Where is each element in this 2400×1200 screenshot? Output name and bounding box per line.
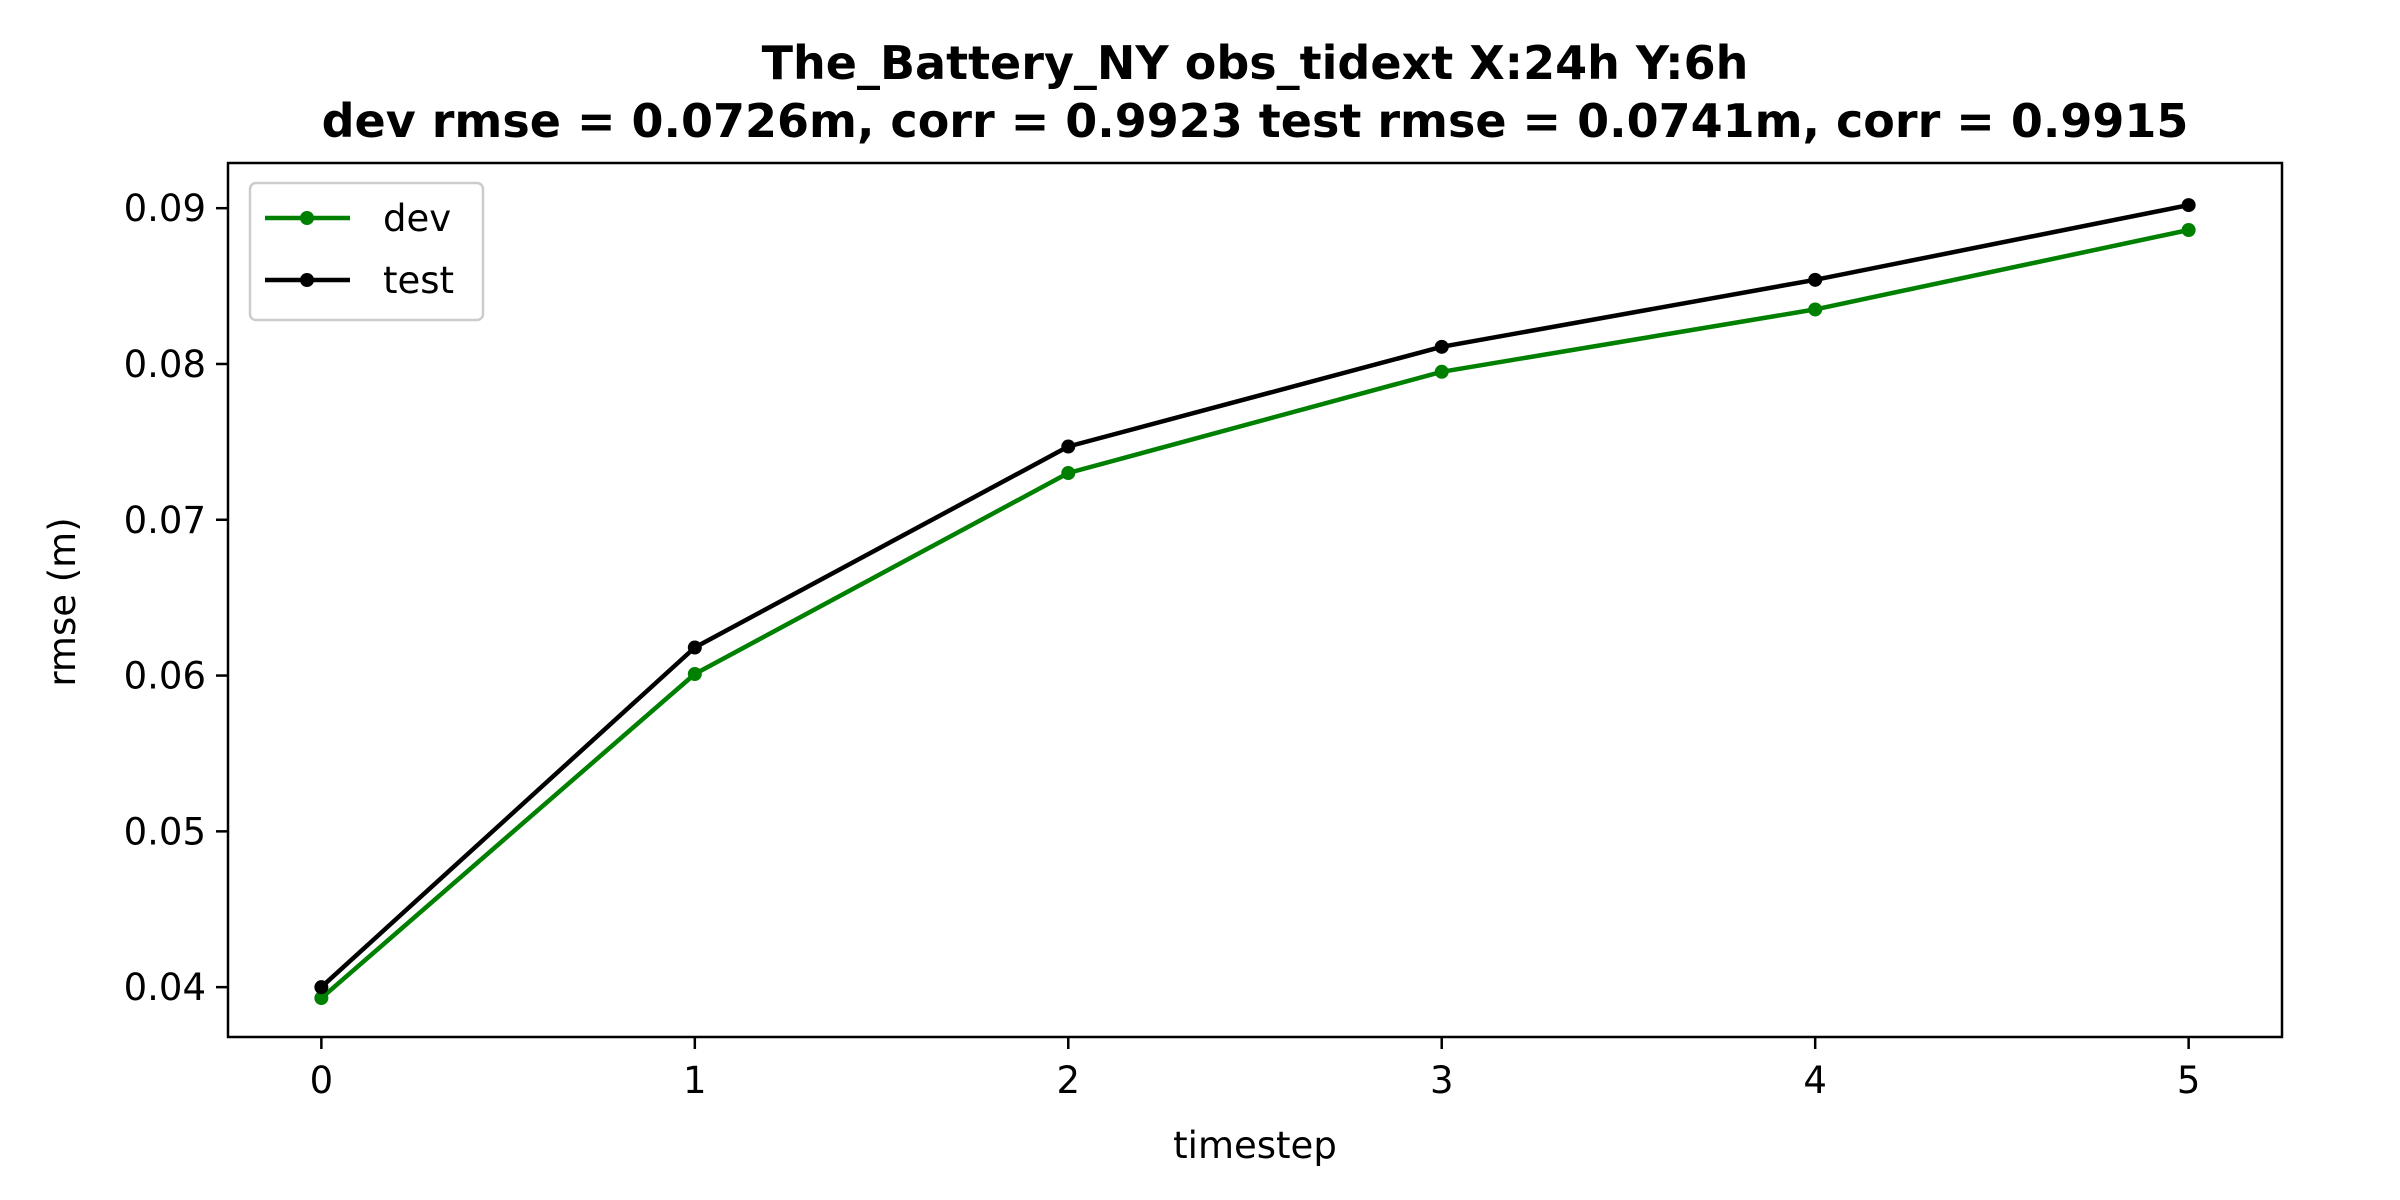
legend-marker-dev <box>300 211 314 225</box>
data-point-dev <box>687 667 702 682</box>
chart-subtitle: dev rmse = 0.0726m, corr = 0.9923 test r… <box>322 94 2189 148</box>
x-tick-label: 3 <box>1430 1059 1454 1102</box>
data-point-test <box>1434 339 1449 354</box>
data-point-test <box>1061 439 1076 454</box>
series-line-test <box>319 202 2190 989</box>
x-tick-label: 1 <box>683 1059 707 1102</box>
legend-label-dev: dev <box>383 197 451 240</box>
data-point-test <box>314 980 329 995</box>
x-tick-label: 5 <box>2177 1059 2201 1102</box>
data-point-test <box>687 640 702 655</box>
y-tick-label: 0.09 <box>124 187 206 230</box>
data-point-dev <box>1808 302 1823 317</box>
y-tick-label: 0.04 <box>124 966 206 1009</box>
legend-marker-test <box>300 273 314 287</box>
legend-label-test: test <box>383 259 454 302</box>
x-tick-label: 2 <box>1056 1059 1080 1102</box>
y-tick-label: 0.07 <box>124 499 206 542</box>
data-point-dev <box>1061 466 1076 481</box>
data-point-test <box>2181 198 2196 213</box>
y-tick-label: 0.06 <box>124 655 206 698</box>
x-tick-label: 0 <box>310 1059 334 1102</box>
data-point-dev <box>1434 364 1449 379</box>
y-axis-label: rmse (m) <box>41 517 84 686</box>
x-axis-label: timestep <box>1173 1124 1337 1167</box>
series-group <box>314 198 2196 1006</box>
series-dev <box>314 222 2196 1006</box>
axes: 0 1 2 3 4 5 0.04 0.05 0.06 0.07 0.08 0.09 <box>124 187 2201 1102</box>
series-test <box>314 198 2196 995</box>
plot-frame <box>226 161 2284 1039</box>
data-point-dev <box>314 991 329 1006</box>
legend: dev test <box>248 181 485 322</box>
y-tick-label: 0.05 <box>124 810 206 853</box>
y-tick-label: 0.08 <box>124 343 206 386</box>
series-line-dev <box>319 227 2190 1000</box>
x-tick-label: 4 <box>1803 1059 1827 1102</box>
data-point-dev <box>2181 222 2196 237</box>
chart-title: The_Battery_NY obs_tidext X:24h Y:6h <box>762 36 1749 90</box>
data-point-test <box>1808 272 1823 287</box>
